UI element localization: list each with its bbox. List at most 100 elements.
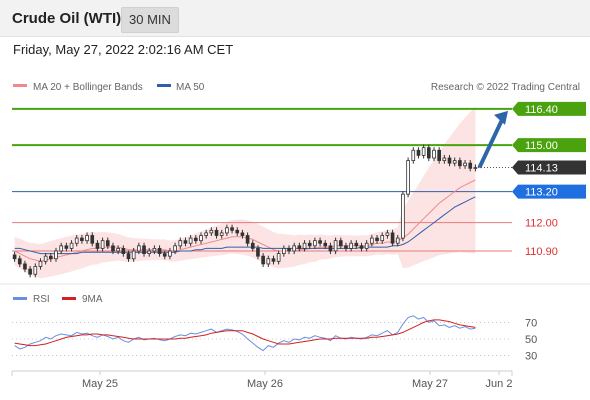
candle-body (225, 227, 229, 234)
candle-body (199, 235, 203, 242)
price-panel: 116.40 115.00 114.13 113.20 112.00 110.90 (12, 101, 586, 279)
candle-body (214, 229, 219, 236)
support-label: 112.00 (525, 218, 558, 230)
candle-body (282, 248, 286, 254)
candle-body (131, 250, 136, 260)
rsi-tick-label: 30 (525, 351, 537, 363)
ma50-legend-label: MA 50 (176, 82, 205, 93)
candle-body (276, 253, 281, 262)
rsi-tick-label: 70 (525, 317, 537, 329)
candle-body (168, 250, 172, 257)
candle-body (432, 149, 436, 159)
candle-body (370, 237, 374, 244)
candle-body (406, 160, 410, 195)
candle-body (90, 235, 95, 244)
candle-body (307, 242, 312, 247)
resistance-label: 115.00 (525, 140, 558, 152)
candle-body (230, 227, 234, 231)
x-tick-label: May 27 (412, 378, 448, 390)
candle-body (256, 248, 260, 257)
x-tick-label: May 26 (247, 378, 283, 390)
candle-body (333, 240, 338, 252)
candle-body (74, 237, 79, 244)
candle-body (33, 266, 38, 275)
rsi-line (14, 315, 476, 352)
candle-body (287, 248, 291, 252)
bollinger-band (14, 106, 476, 279)
candle-body (17, 258, 22, 265)
candle-body (271, 258, 276, 262)
candle-body (313, 240, 317, 247)
candle-body (323, 242, 328, 247)
candle-body (349, 242, 353, 249)
candle-body (111, 245, 115, 252)
candle-body (64, 245, 69, 249)
timeframe-badge[interactable]: 30 MIN (121, 7, 179, 33)
candle-body (54, 250, 58, 260)
resistance-label: 116.40 (525, 104, 558, 116)
resistance-label-bg (512, 101, 586, 116)
candle-body (142, 245, 146, 254)
candle-body (344, 245, 348, 249)
rsi-ma-line (14, 319, 476, 347)
candle-body (385, 232, 390, 236)
candle-body (411, 149, 416, 161)
x-axis: May 25 May 26 May 27 Jun 2 (82, 371, 512, 390)
candle-body (69, 242, 74, 249)
candle-body (375, 237, 379, 242)
candle-body (23, 263, 27, 270)
candle-body (105, 240, 110, 247)
current-price-label-bg (512, 160, 586, 175)
ma50-line (14, 196, 476, 255)
ma20-legend-swatch (13, 84, 27, 87)
candle-body (209, 229, 214, 234)
ma50-legend-swatch (157, 84, 171, 87)
candle-body (442, 157, 447, 161)
candle-body (183, 240, 188, 244)
rsi-legend-label: RSI (33, 294, 50, 305)
candle-body (261, 255, 265, 265)
support-label: 110.90 (525, 246, 558, 258)
candle-body (416, 149, 421, 156)
candle-body (188, 237, 193, 244)
candle-body (354, 242, 359, 247)
ma50-value-label: 113.20 (525, 187, 558, 199)
candle-body (121, 248, 126, 254)
candle-body (240, 232, 245, 236)
candle-body (421, 147, 426, 156)
candle-body (245, 235, 250, 244)
current-price-label: 114.13 (525, 163, 558, 175)
candle-body (193, 237, 198, 242)
candle-body (204, 232, 208, 236)
candle-body (116, 248, 120, 252)
candle-body (85, 235, 89, 242)
candle-body (426, 147, 431, 159)
ma20-legend-label: MA 20 + Bollinger Bands (33, 82, 143, 93)
forecast-arrow-shaft (477, 119, 504, 169)
candle-body (328, 245, 333, 252)
candle-body (152, 248, 157, 252)
candle-body (49, 255, 53, 260)
candle-body (318, 240, 322, 244)
candle-body (266, 258, 271, 265)
candle-body (38, 260, 43, 267)
candle-body (147, 250, 152, 254)
copyright-text: Research © 2022 Trading Central (431, 82, 580, 93)
candle-body (157, 248, 162, 254)
instrument-title: Crude Oil (WTI) (12, 10, 122, 27)
candle-body (338, 240, 343, 247)
candle-body (95, 242, 100, 249)
candle-body (162, 253, 167, 257)
candle-body (292, 245, 297, 252)
rsi-legend-swatch (13, 297, 27, 300)
candle-body (473, 167, 478, 169)
candle-body (173, 245, 177, 252)
candle-body (178, 240, 183, 247)
candle-body (447, 157, 452, 164)
candle-body (43, 255, 48, 262)
chart-header: Crude Oil (WTI) 30 MIN (0, 0, 590, 37)
chart-datetime: Friday, May 27, 2022 2:02:16 AM CET (13, 42, 234, 57)
candle-body (458, 160, 462, 167)
candle-body (401, 193, 405, 239)
